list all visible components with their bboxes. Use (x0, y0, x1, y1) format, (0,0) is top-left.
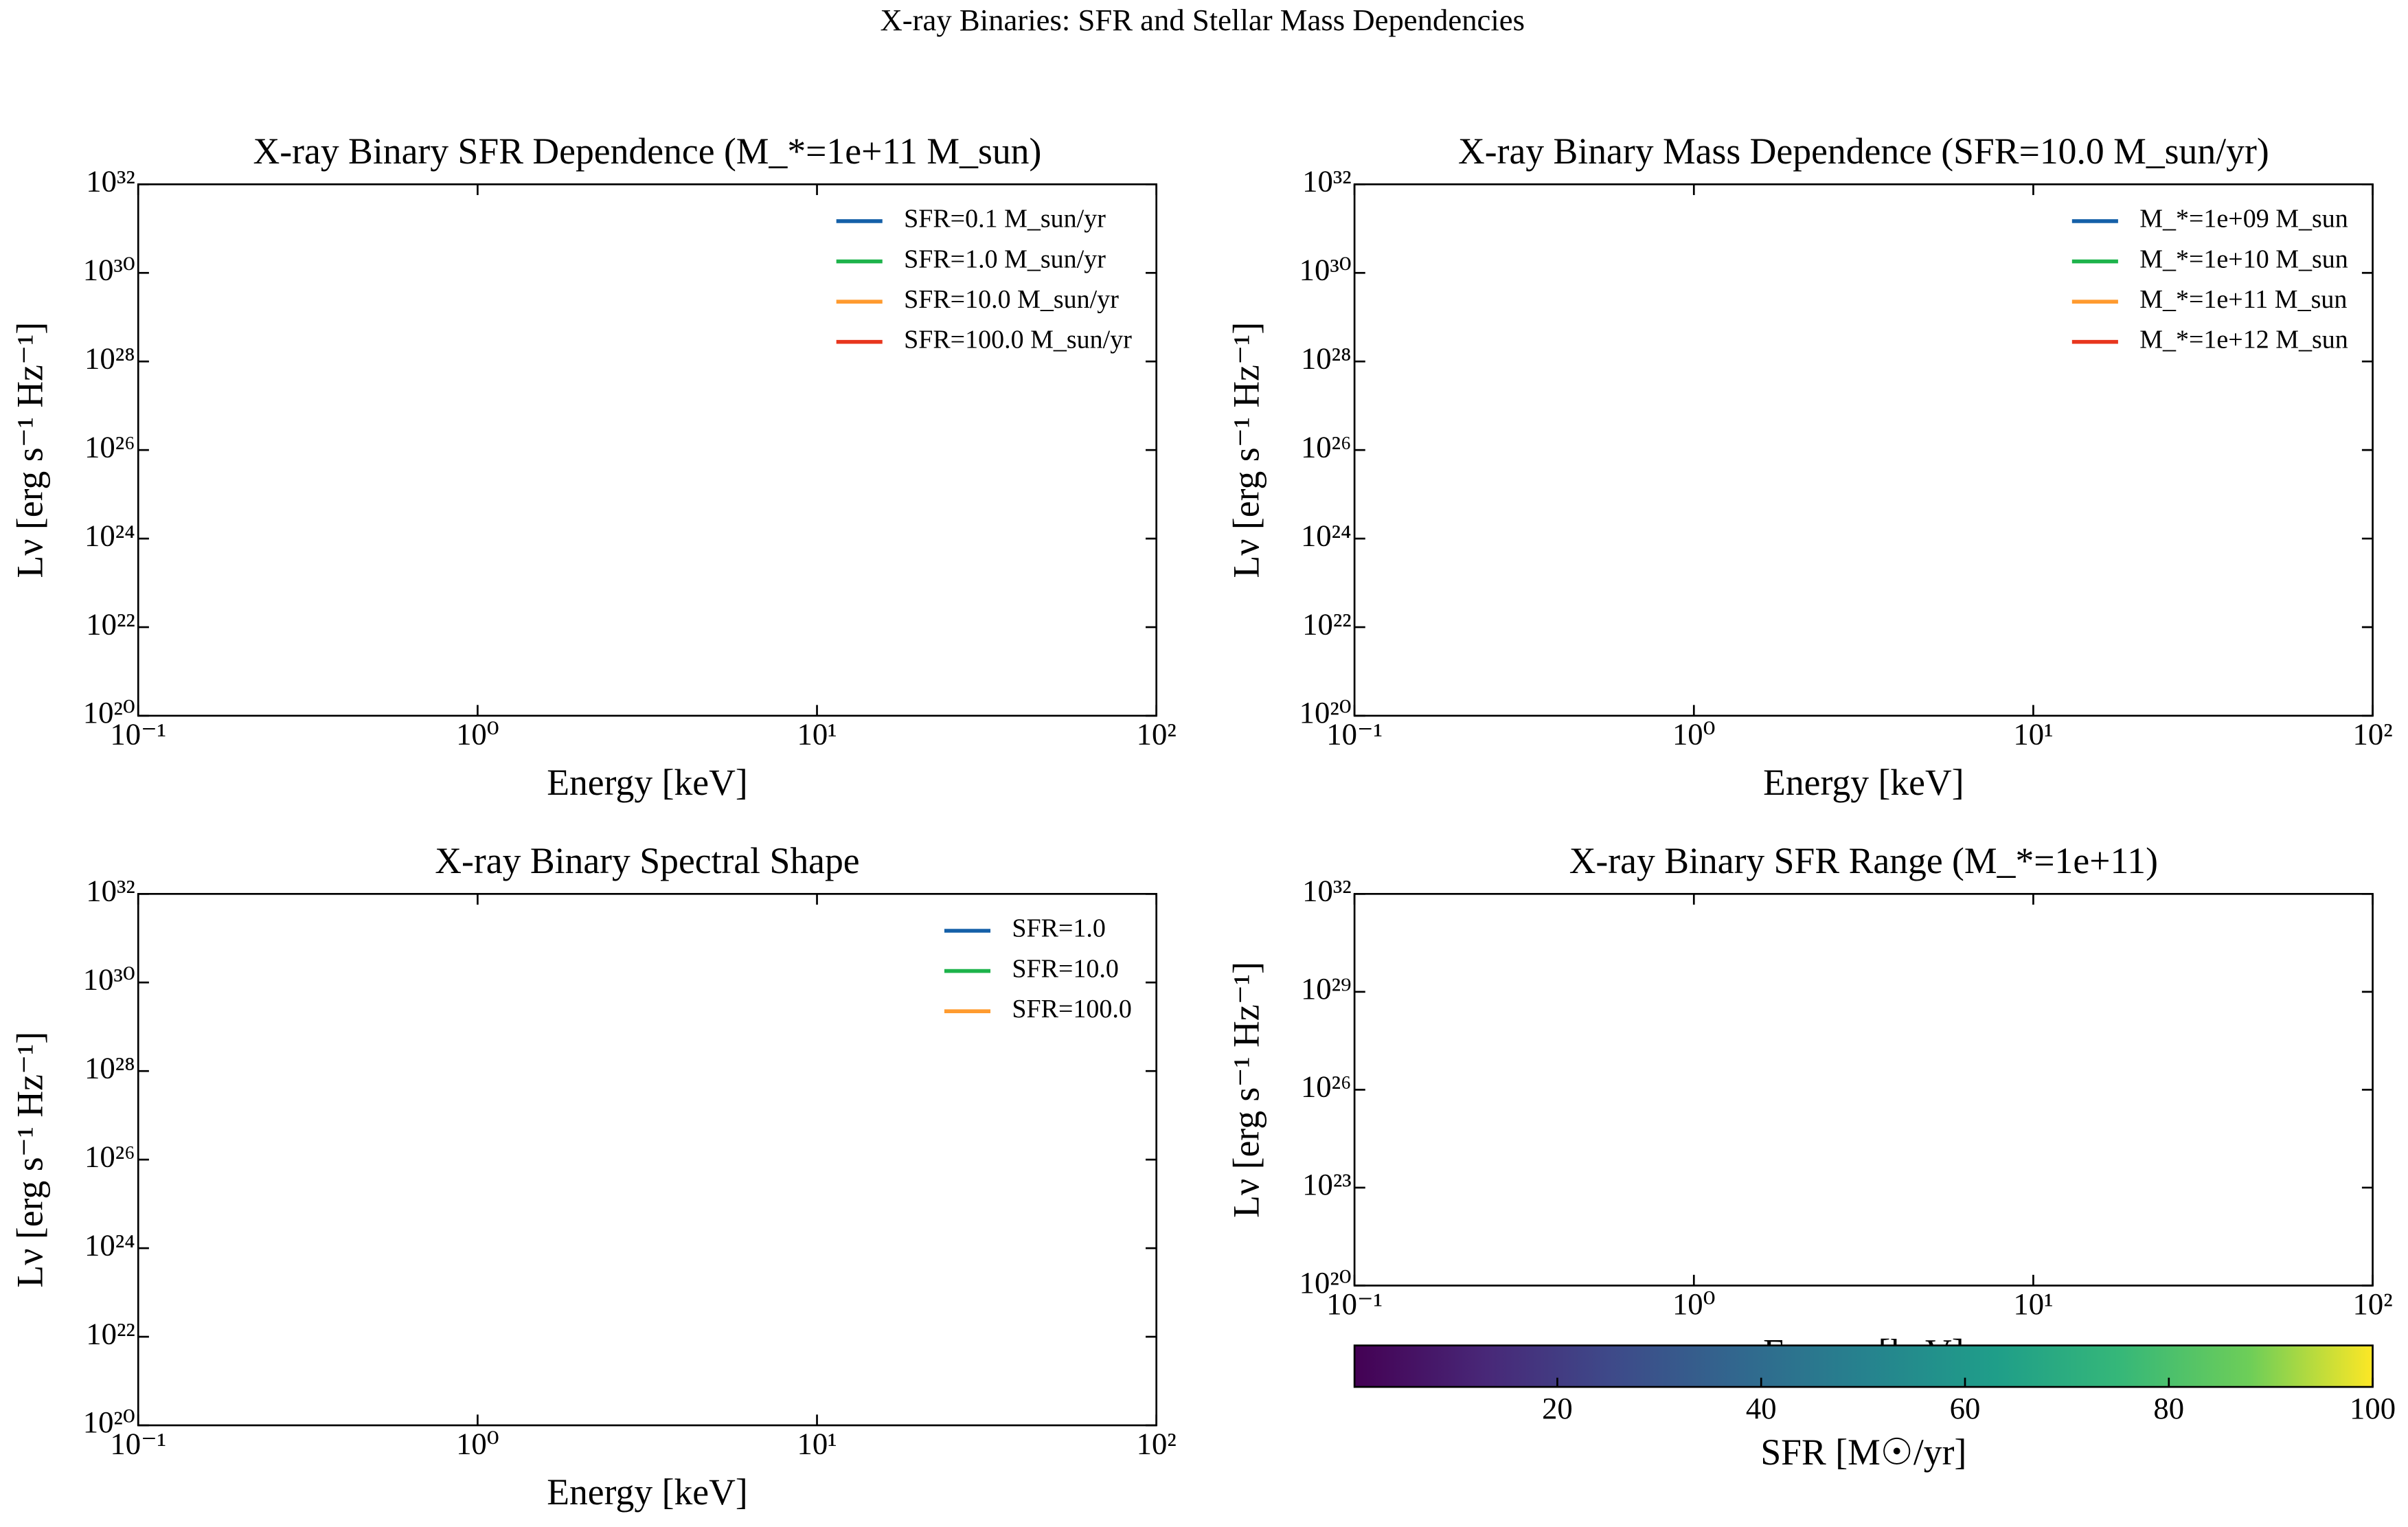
y-tick-label: 10²⁶ (1301, 1070, 1352, 1104)
y-tick-label: 10²² (86, 1316, 135, 1350)
legend-label: M_*=1e+11 M_sun (2139, 285, 2347, 314)
x-tick-label: 10⁻¹ (110, 717, 166, 751)
x-axis-label: Energy [keV] (1763, 762, 1964, 803)
plot-frame (1353, 892, 2374, 1287)
legend-label: SFR=10.0 (1012, 954, 1119, 983)
colorbar-tick-label: 40 (1746, 1391, 1777, 1425)
legend-label: SFR=10.0 M_sun/yr (904, 285, 1119, 314)
x-tick-label: 10¹ (797, 717, 837, 751)
x-tick-label: 10¹ (797, 1427, 837, 1461)
x-tick-label: 10⁰ (1672, 1287, 1716, 1321)
y-tick-label: 10³⁰ (83, 253, 135, 287)
legend-label: SFR=100.0 (1012, 995, 1132, 1023)
x-axis-label: Energy [keV] (547, 1471, 748, 1513)
y-tick-label: 10³² (1302, 164, 1352, 199)
legend-label: M_*=1e+12 M_sun (2139, 325, 2348, 354)
legend-label: SFR=1.0 M_sun/yr (904, 245, 1106, 273)
y-tick-label: 10²⁶ (1301, 429, 1352, 464)
y-axis-label: Lν [erg s⁻¹ Hz⁻¹] (10, 1032, 51, 1288)
legend-label: SFR=0.1 M_sun/yr (904, 205, 1106, 234)
y-tick-label: 10²⁶ (84, 1139, 135, 1173)
x-axis-label: Energy [keV] (547, 762, 748, 803)
y-tick-label: 10³⁰ (1299, 253, 1352, 287)
legend-label: SFR=1.0 (1012, 914, 1106, 943)
y-tick-label: 10²⁹ (1301, 971, 1352, 1006)
colorbar-tick-label: 20 (1542, 1391, 1573, 1425)
x-tick-label: 10² (2353, 1287, 2393, 1321)
colorbar-tick-label: 60 (1950, 1391, 1981, 1425)
plot-frame (137, 892, 1158, 1427)
y-tick-label: 10²² (86, 607, 135, 641)
x-tick-label: 10⁻¹ (1326, 717, 1383, 751)
legend-label: M_*=1e+10 M_sun (2139, 245, 2348, 273)
y-tick-label: 10³² (86, 164, 135, 199)
y-axis-label: Lν [erg s⁻¹ Hz⁻¹] (1225, 962, 1267, 1218)
y-tick-label: 10²³ (1302, 1167, 1352, 1201)
x-tick-label: 10² (1137, 717, 1177, 751)
y-tick-label: 10²⁰ (1299, 695, 1352, 729)
legend-label: SFR=100.0 M_sun/yr (904, 325, 1132, 354)
y-axis-label: Lν [erg s⁻¹ Hz⁻¹] (1225, 322, 1267, 578)
x-tick-label: 10² (1137, 1427, 1177, 1461)
x-tick-label: 10⁻¹ (1326, 1287, 1383, 1321)
y-tick-label: 10²⁸ (84, 341, 135, 375)
chart-title: X-ray Binary Mass Dependence (SFR=10.0 M… (1458, 131, 2269, 172)
x-tick-label: 10⁰ (456, 717, 499, 751)
y-tick-label: 10²⁸ (1301, 341, 1352, 375)
colorbar-tick-label: 80 (2153, 1391, 2184, 1425)
y-axis-label: Lν [erg s⁻¹ Hz⁻¹] (10, 322, 51, 578)
y-tick-label: 10²⁰ (83, 1405, 135, 1439)
x-tick-label: 10¹ (2013, 1287, 2053, 1321)
y-tick-label: 10²⁶ (84, 429, 135, 464)
x-tick-label: 10⁰ (1672, 717, 1716, 751)
colorbar (1353, 1344, 2374, 1388)
y-tick-label: 10²² (1302, 607, 1352, 641)
legend-label: M_*=1e+09 M_sun (2139, 205, 2348, 234)
x-tick-label: 10² (2353, 717, 2393, 751)
x-tick-label: 10⁻¹ (110, 1427, 166, 1461)
chart-title: X-ray Binary SFR Range (M_*=1e+11) (1569, 840, 2158, 881)
y-tick-label: 10²⁸ (84, 1050, 135, 1085)
y-tick-label: 10³² (86, 874, 135, 908)
y-tick-label: 10²⁰ (83, 695, 135, 729)
chart-title: X-ray Binary Spectral Shape (435, 840, 859, 881)
x-tick-label: 10⁰ (456, 1427, 499, 1461)
y-tick-label: 10³⁰ (83, 962, 135, 997)
figure-title: X-ray Binaries: SFR and Stellar Mass Dep… (880, 3, 1525, 37)
colorbar-label: SFR [M☉/yr] (1760, 1432, 1966, 1473)
y-tick-label: 10³² (1302, 874, 1352, 908)
chart-title: X-ray Binary SFR Dependence (M_*=1e+11 M… (253, 131, 1042, 172)
y-tick-label: 10²⁰ (1299, 1265, 1352, 1300)
y-tick-label: 10²⁴ (84, 1228, 135, 1262)
x-tick-label: 10¹ (2013, 717, 2053, 751)
colorbar-tick-label: 100 (2350, 1391, 2396, 1425)
y-tick-label: 10²⁴ (84, 518, 135, 552)
y-tick-label: 10²⁴ (1301, 518, 1352, 552)
